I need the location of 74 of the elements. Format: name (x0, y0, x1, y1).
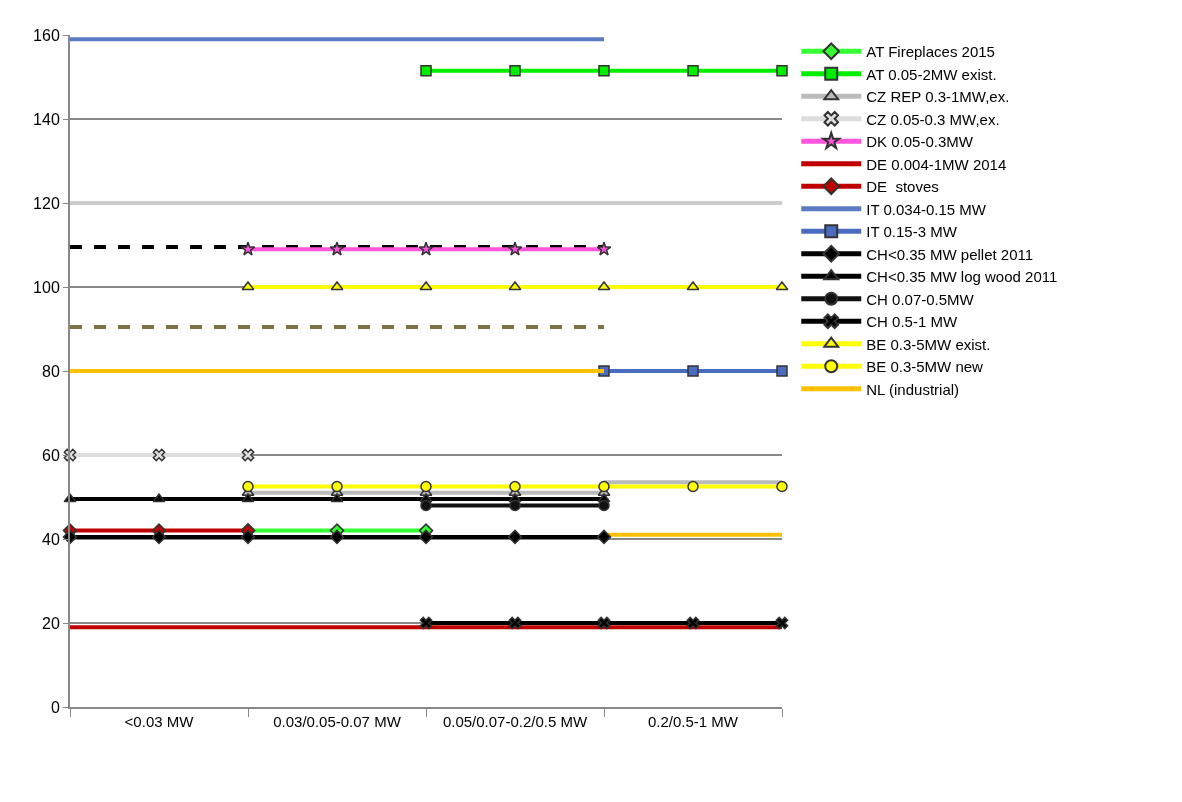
point (152, 448, 166, 462)
point (776, 480, 788, 493)
point (508, 616, 522, 630)
legend-label: DE 0.004-1MW 2014 (866, 155, 1007, 173)
y-tick-label: 0 (50, 698, 60, 716)
x-tick-label: 0.2/0.5-1 MW (647, 713, 739, 730)
point (420, 64, 432, 77)
legend-label: IT 0.15-3 MW (866, 223, 958, 241)
point (240, 529, 256, 545)
legend-label: AT 0.05-2MW exist. (866, 65, 997, 83)
legend-label: DK 0.05-0.3MW (866, 133, 974, 151)
point (509, 64, 521, 77)
point (329, 529, 345, 545)
point (687, 480, 699, 493)
point (596, 241, 612, 256)
legend-label: CZ REP 0.3-1MW,ex. (866, 88, 1010, 106)
point (598, 480, 610, 493)
point (419, 281, 433, 291)
point (152, 493, 166, 503)
point (241, 493, 255, 503)
point (509, 480, 521, 493)
y-tick-label: 20 (42, 614, 60, 632)
legend-label: IT 0.034-0.15 MW (866, 200, 987, 218)
point (420, 480, 432, 493)
y-tick-label: 160 (33, 26, 60, 44)
legend-label: CH 0.5-1 MW (866, 313, 958, 331)
legend-label: DE stoves (866, 178, 939, 196)
legend-label: CH 0.07-0.5MW (866, 290, 975, 308)
y-tick-label: 40 (42, 530, 60, 548)
point (331, 480, 343, 493)
y-tick-label: 80 (42, 362, 60, 380)
point (507, 241, 523, 256)
y-tick-label: 100 (33, 278, 60, 296)
point (241, 281, 255, 291)
legend-label: AT Fireplaces 2015 (866, 43, 995, 61)
point (686, 616, 700, 630)
point (507, 529, 523, 545)
point (776, 365, 788, 377)
point (330, 493, 344, 503)
point (598, 64, 610, 77)
point (597, 616, 611, 630)
point (597, 281, 611, 291)
point (330, 281, 344, 291)
point (596, 529, 612, 545)
point (242, 480, 254, 493)
legend-label: BE 0.3-5MW exist. (866, 335, 991, 353)
x-tick-label: <0.03 MW (124, 713, 195, 730)
legend-label: CH<0.35 MW pellet 2011 (866, 245, 1034, 263)
point (509, 499, 521, 512)
legend-label: BE 0.3-5MW new (866, 358, 984, 376)
point (151, 529, 167, 545)
x-tick-label: 0.03/0.05-0.07 MW (273, 713, 402, 730)
legend-label: CZ 0.05-0.3 MW,ex. (866, 110, 1000, 128)
point (241, 448, 255, 462)
point (598, 499, 610, 512)
y-tick-label: 140 (33, 110, 60, 128)
x-tick-label: 0.05/0.07-0.2/0.5 MW (442, 713, 588, 730)
y-tick-label: 60 (42, 446, 60, 464)
point (508, 281, 522, 291)
point (775, 281, 789, 291)
point (775, 616, 789, 630)
point (686, 281, 700, 291)
point (329, 241, 345, 256)
legend-label: CH<0.35 MW log wood 2011 (866, 268, 1058, 286)
point (418, 241, 434, 256)
point (240, 241, 256, 256)
point (776, 64, 788, 77)
point (419, 616, 433, 630)
point (420, 499, 432, 512)
point (687, 64, 699, 77)
legend-label: NL (industrial) (866, 380, 960, 398)
point (418, 529, 434, 545)
y-tick-label: 120 (33, 194, 60, 212)
point (687, 365, 699, 377)
